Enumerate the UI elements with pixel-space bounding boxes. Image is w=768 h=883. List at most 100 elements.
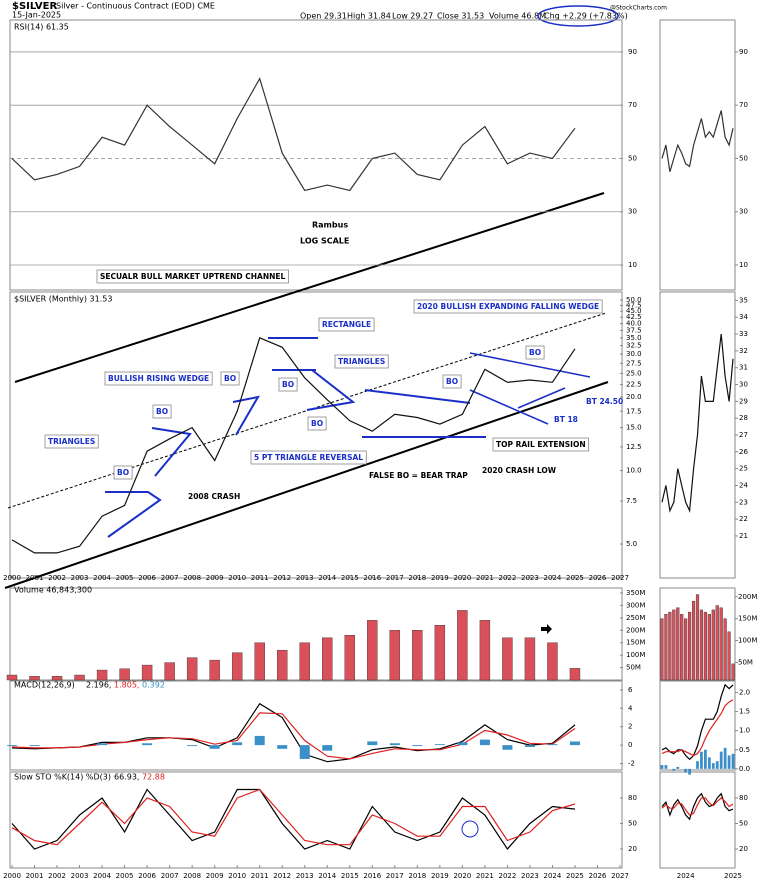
bar xyxy=(723,747,727,769)
y-tick-label: 100M xyxy=(738,637,757,645)
bar xyxy=(299,745,310,759)
annotation-box xyxy=(413,299,603,314)
watermark: @StockCharts.com xyxy=(610,5,667,12)
y-tick-label: 42.5 xyxy=(626,313,642,321)
y-tick-label: 40.0 xyxy=(626,320,642,328)
bar xyxy=(367,741,378,746)
y-tick-label: 28 xyxy=(739,414,748,422)
x-tick-label: 2015 xyxy=(341,872,359,880)
x-tick-label: 2001 xyxy=(26,872,44,880)
bar xyxy=(695,594,700,681)
bar xyxy=(731,753,735,769)
y-tick-label: 30 xyxy=(739,208,748,216)
panel-frame xyxy=(9,19,623,291)
bar xyxy=(344,635,355,681)
y-tick-label: 150M xyxy=(626,639,645,647)
bar xyxy=(97,743,108,746)
x-tick-label: 2016 xyxy=(363,872,381,880)
series-line xyxy=(11,336,576,554)
wedge-bottom xyxy=(469,389,549,425)
x-tick-label: 2004 xyxy=(93,872,111,880)
y-tick-label: 25.0 xyxy=(626,369,642,377)
y-tick-label: 22.5 xyxy=(626,381,642,389)
series-line xyxy=(661,683,734,761)
bar xyxy=(7,745,17,747)
annotation: BT 24.50 xyxy=(586,397,623,406)
annotation: BO xyxy=(529,348,541,357)
y-tick-label: 250M xyxy=(626,614,645,622)
annotation: RECTANGLE xyxy=(322,320,371,329)
annotation-box xyxy=(525,345,545,360)
annotation-box xyxy=(307,416,327,431)
y-tick-label: 50 xyxy=(628,154,637,162)
annotation: TRIANGLES xyxy=(48,437,95,446)
wedge xyxy=(232,395,260,436)
x-tick-label: 2017 xyxy=(386,872,404,880)
y-tick-label: 32 xyxy=(739,347,748,355)
quote-high: High 31.84 xyxy=(347,12,391,21)
bar xyxy=(569,741,580,746)
x-tick-label: 2013 xyxy=(296,872,314,880)
annotation-box xyxy=(96,269,289,284)
y-tick-label: 35.0 xyxy=(626,334,642,342)
bar xyxy=(187,745,198,747)
bar xyxy=(715,761,719,769)
x-tick-label: 2027 xyxy=(611,872,629,880)
y-tick-label: 37.5 xyxy=(626,326,642,334)
x-tick-label: 2005 xyxy=(116,872,134,880)
y-tick-label: 25 xyxy=(739,465,748,473)
annotation: 5 PT TRIANGLE REVERSAL xyxy=(254,453,363,462)
bar xyxy=(29,745,40,747)
triangle xyxy=(151,427,192,477)
bar xyxy=(547,642,558,681)
annotation: FALSE BO = BEAR TRAP xyxy=(369,471,468,480)
bar xyxy=(254,735,265,746)
y-tick-label: 30 xyxy=(628,208,637,216)
bar xyxy=(412,630,423,681)
bar xyxy=(389,630,401,681)
quote-close: Close 31.53 xyxy=(437,12,484,21)
bar xyxy=(231,652,243,681)
panel-frame xyxy=(9,587,623,681)
panel-title: Slow STO %K(14) %D(3) xyxy=(14,773,111,782)
y-tick-label: 50M xyxy=(738,658,753,666)
panel-title: $SILVER (Monthly) 31.53 xyxy=(14,295,112,304)
bar xyxy=(711,763,715,769)
y-tick-label: 27.5 xyxy=(626,359,642,367)
bar xyxy=(688,768,691,775)
y-tick-label: 50 xyxy=(628,819,637,827)
bar xyxy=(141,664,153,681)
y-tick-label: 1.0 xyxy=(739,727,750,735)
y-tick-label: 10.0 xyxy=(626,467,642,475)
bar xyxy=(731,663,735,681)
bar xyxy=(322,637,333,681)
quote-low: Low 29.27 xyxy=(392,12,433,21)
y-tick-label: 33 xyxy=(739,330,748,338)
y-tick-label: 4 xyxy=(628,704,633,712)
annotation-box xyxy=(278,377,298,392)
y-tick-label: 10 xyxy=(628,261,637,269)
x-tick-label: 2014 xyxy=(318,872,336,880)
panel-title: MACD(12,26,9) xyxy=(14,681,75,690)
x-tick-label: 2000 xyxy=(3,872,21,880)
bar xyxy=(502,637,513,681)
y-tick-label: 80 xyxy=(628,794,637,802)
bar xyxy=(277,649,288,681)
quote-volume: Volume 46.8M xyxy=(489,12,546,21)
x-tick-label: 2020 xyxy=(453,872,471,880)
bar xyxy=(96,669,108,681)
series-line xyxy=(11,77,576,192)
y-tick-label: 29 xyxy=(739,397,748,405)
panel-frame xyxy=(9,771,623,869)
macd-reading: 2.196, xyxy=(86,681,111,690)
annotation: BO xyxy=(311,419,323,428)
annotation: BO xyxy=(117,468,129,477)
annotation-box xyxy=(318,317,375,332)
date: 15-Jan-2025 xyxy=(12,11,61,20)
x-tick-label: 2010 xyxy=(228,872,246,880)
x-tick-label: 2024 xyxy=(544,872,562,880)
panel-title: Volume 46,843,300 xyxy=(14,586,92,595)
y-tick-label: 300M xyxy=(626,601,645,609)
bar xyxy=(696,761,699,769)
